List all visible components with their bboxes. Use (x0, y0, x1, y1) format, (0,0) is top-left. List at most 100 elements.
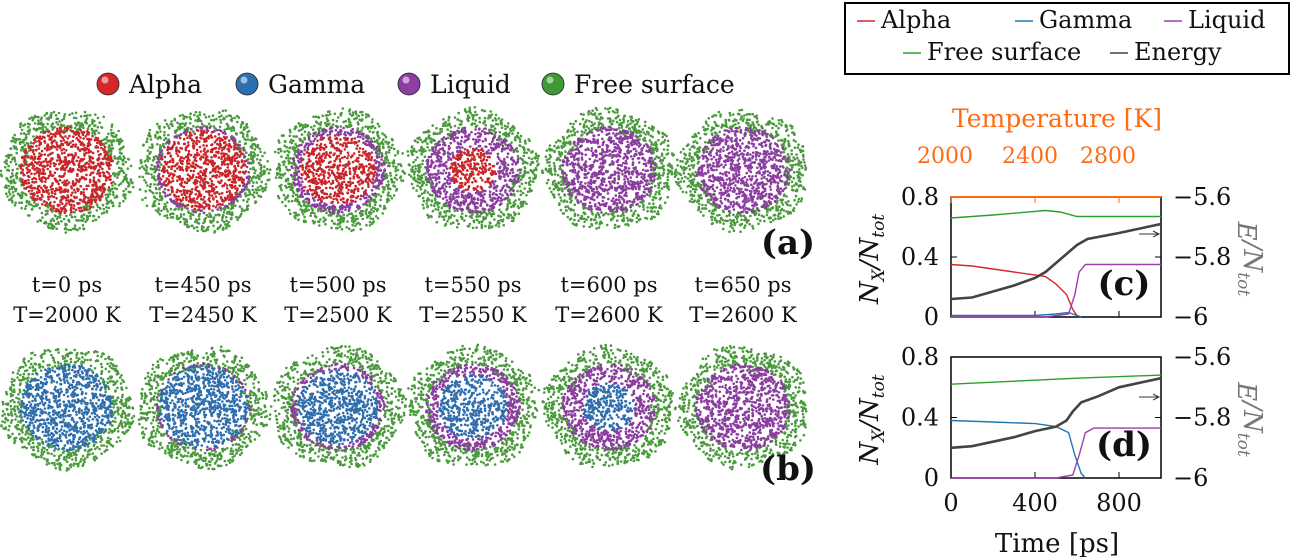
particle-solid (351, 199, 355, 203)
particle-solid (200, 137, 203, 140)
particle-free-surface (27, 125, 30, 129)
particle-solid (105, 177, 108, 180)
particle-free-surface (203, 220, 207, 223)
particle-liquid (355, 131, 358, 134)
particle-solid (74, 183, 77, 186)
particle-free-surface (346, 214, 349, 217)
particle-solid (105, 170, 109, 174)
particle-free-surface (295, 144, 299, 148)
particle-solid (41, 188, 45, 192)
particle-solid (347, 141, 350, 144)
particle-solid (362, 151, 366, 155)
particle-free-surface (10, 139, 13, 143)
particle-free-surface (374, 200, 378, 204)
particle-free-surface (369, 217, 373, 220)
particle-solid (37, 139, 40, 143)
particle-solid (72, 204, 76, 207)
particle-solid (332, 153, 335, 157)
particle-liquid (332, 206, 336, 209)
particle-free-surface (79, 115, 83, 118)
particle-free-surface (435, 126, 438, 130)
particle-free-surface (463, 219, 466, 222)
particle-free-surface (391, 143, 394, 147)
particle-free-surface (386, 142, 390, 146)
particle-solid (33, 199, 36, 202)
particle-solid (173, 193, 176, 197)
particle-free-surface (19, 123, 22, 126)
particle-solid (66, 143, 69, 146)
particle-solid (356, 144, 359, 147)
particle-solid (66, 190, 70, 193)
particle-solid (188, 131, 192, 134)
particle-solid (184, 133, 188, 137)
particle-liquid (318, 202, 322, 205)
particle-solid (64, 135, 67, 138)
particle-free-surface (414, 164, 417, 168)
particle-free-surface (209, 118, 213, 122)
particle-free-surface (284, 165, 288, 169)
particle-free-surface (110, 201, 114, 205)
particle-solid (75, 178, 78, 181)
particle-solid (167, 165, 170, 169)
particle-solid (36, 191, 39, 195)
particle-free-surface (166, 210, 170, 213)
particle-free-surface (238, 140, 241, 143)
particle-free-surface (27, 202, 31, 206)
particle-free-surface (254, 176, 258, 180)
particle-solid (98, 179, 101, 183)
particle-free-surface (72, 210, 75, 214)
particle-free-surface (149, 167, 153, 170)
particle-liquid (162, 190, 165, 194)
particle-free-surface (138, 175, 141, 179)
particle-solid (69, 129, 73, 132)
particle-solid (362, 168, 366, 171)
particle-solid (367, 169, 370, 172)
particle-solid (89, 138, 93, 141)
particle-solid (58, 174, 61, 178)
particle-solid (169, 154, 173, 158)
particle-free-surface (111, 172, 115, 176)
particle-free-surface (374, 194, 377, 198)
particle-liquid (229, 201, 233, 204)
particle-solid (37, 155, 41, 158)
particle-free-surface (237, 116, 241, 119)
particle-liquid (238, 193, 242, 196)
particle-solid (39, 161, 43, 164)
particle-liquid (329, 210, 332, 214)
particle-free-surface (236, 120, 239, 124)
particle-liquid (247, 178, 251, 181)
particle-free-surface (389, 171, 392, 175)
particle-solid (178, 189, 182, 193)
particle-solid (45, 201, 49, 204)
particle-liquid (312, 204, 315, 207)
particle-solid (47, 134, 51, 138)
particle-solid (187, 166, 191, 169)
particle-free-surface (50, 111, 53, 115)
particle-solid (171, 157, 174, 161)
particle-free-surface (8, 193, 12, 196)
particle-solid (65, 202, 68, 205)
particle-solid (162, 170, 166, 174)
particle-liquid (246, 180, 250, 184)
particle-free-surface (534, 152, 538, 156)
particle-free-surface (381, 185, 385, 189)
particle-free-surface (302, 203, 306, 206)
particle-free-surface (252, 195, 256, 199)
particle-free-surface (124, 187, 128, 191)
particle-free-surface (169, 216, 173, 219)
particle-free-surface (280, 176, 283, 180)
particle-free-surface (6, 195, 9, 198)
particle-solid (223, 136, 227, 139)
particle-solid (33, 193, 36, 196)
particle-free-surface (111, 190, 115, 194)
particle-free-surface (194, 126, 198, 129)
particle-free-surface (222, 220, 226, 224)
particle-free-surface (44, 220, 48, 224)
particle-free-surface (194, 119, 197, 122)
particle-free-surface (100, 212, 104, 215)
particle-free-surface (142, 144, 145, 147)
particle-free-surface (58, 216, 62, 219)
particle-free-surface (266, 160, 270, 163)
particle-solid (71, 180, 75, 183)
particle-solid (349, 177, 352, 180)
